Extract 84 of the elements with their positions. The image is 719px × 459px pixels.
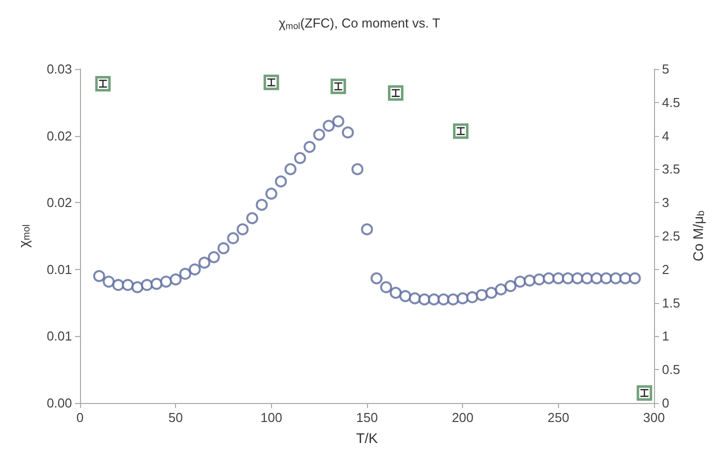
point <box>160 276 172 288</box>
point <box>600 272 612 284</box>
point <box>466 291 478 304</box>
x-tick-label: 300 <box>643 410 665 425</box>
point <box>438 293 450 306</box>
x-tick-label: 200 <box>452 410 474 425</box>
point <box>304 140 316 153</box>
point <box>218 242 230 254</box>
point <box>256 198 268 211</box>
point <box>552 272 564 284</box>
point <box>170 273 182 286</box>
point <box>370 272 383 284</box>
point <box>227 232 240 244</box>
y2-tick-label: 4.5 <box>662 94 680 110</box>
point <box>342 126 354 138</box>
point <box>236 223 249 236</box>
y-tick-label: 0.03 <box>46 62 72 76</box>
point <box>590 272 603 284</box>
point <box>294 152 306 164</box>
point <box>571 272 584 284</box>
point <box>198 256 210 269</box>
y2-tick-label: 4 <box>662 128 670 144</box>
point <box>524 274 536 287</box>
x-tick-label: 250 <box>547 410 570 425</box>
x-tick-label: 50 <box>168 410 183 425</box>
point <box>610 272 622 284</box>
x-tick-label: 0 <box>76 410 84 425</box>
y-tick-label: 0.01 <box>46 262 72 277</box>
y2-tick-label: 1 <box>662 328 670 344</box>
y-tick-label: 0.02 <box>46 195 72 210</box>
point <box>274 175 287 188</box>
point <box>476 289 488 302</box>
y2-tick-label: 0 <box>662 396 670 410</box>
point <box>208 251 220 264</box>
point <box>102 276 115 288</box>
point <box>456 292 469 304</box>
point <box>494 283 507 296</box>
point <box>408 292 421 304</box>
point <box>485 286 498 299</box>
y2-tick-label: 0.5 <box>662 362 680 378</box>
point <box>533 273 546 286</box>
point <box>246 212 258 224</box>
point <box>514 276 526 288</box>
y-axis-title: χmol <box>16 224 32 248</box>
point <box>504 280 516 292</box>
point <box>188 263 201 276</box>
y2-tick-label: 2 <box>662 262 670 277</box>
y-tick-label: 0.01 <box>46 328 72 344</box>
x-tick-label: 150 <box>356 410 378 425</box>
point <box>351 163 364 176</box>
y2-tick-label: 1.5 <box>662 295 680 310</box>
point <box>122 278 134 291</box>
point <box>131 281 144 294</box>
point <box>390 286 402 299</box>
point <box>399 290 412 302</box>
point <box>140 278 153 291</box>
y2-tick-label: 3.5 <box>662 162 680 177</box>
y2-tick-label: 3 <box>662 195 670 210</box>
point <box>332 115 344 128</box>
point <box>380 281 392 294</box>
x-axis-title: T/K <box>356 430 379 446</box>
point <box>322 120 335 132</box>
point <box>581 272 594 284</box>
point <box>284 163 296 176</box>
point <box>265 188 278 200</box>
point <box>428 293 440 306</box>
point <box>562 272 574 284</box>
y2-axis-title: Co M/μb <box>690 210 707 262</box>
point <box>619 272 632 284</box>
point <box>542 272 555 284</box>
y2-tick-label: 5 <box>662 62 670 76</box>
point <box>179 268 192 280</box>
x-tick-label: 100 <box>260 410 282 425</box>
point <box>150 278 163 290</box>
point <box>112 278 124 291</box>
y-tick-label: 0.00 <box>46 396 72 410</box>
point <box>628 272 641 284</box>
y2-tick-label: 2.5 <box>662 228 680 244</box>
y-tick-label: 0.02 <box>46 128 72 144</box>
point <box>93 270 106 282</box>
point <box>418 293 430 306</box>
point <box>447 293 460 306</box>
point <box>361 223 373 236</box>
point <box>313 128 326 141</box>
